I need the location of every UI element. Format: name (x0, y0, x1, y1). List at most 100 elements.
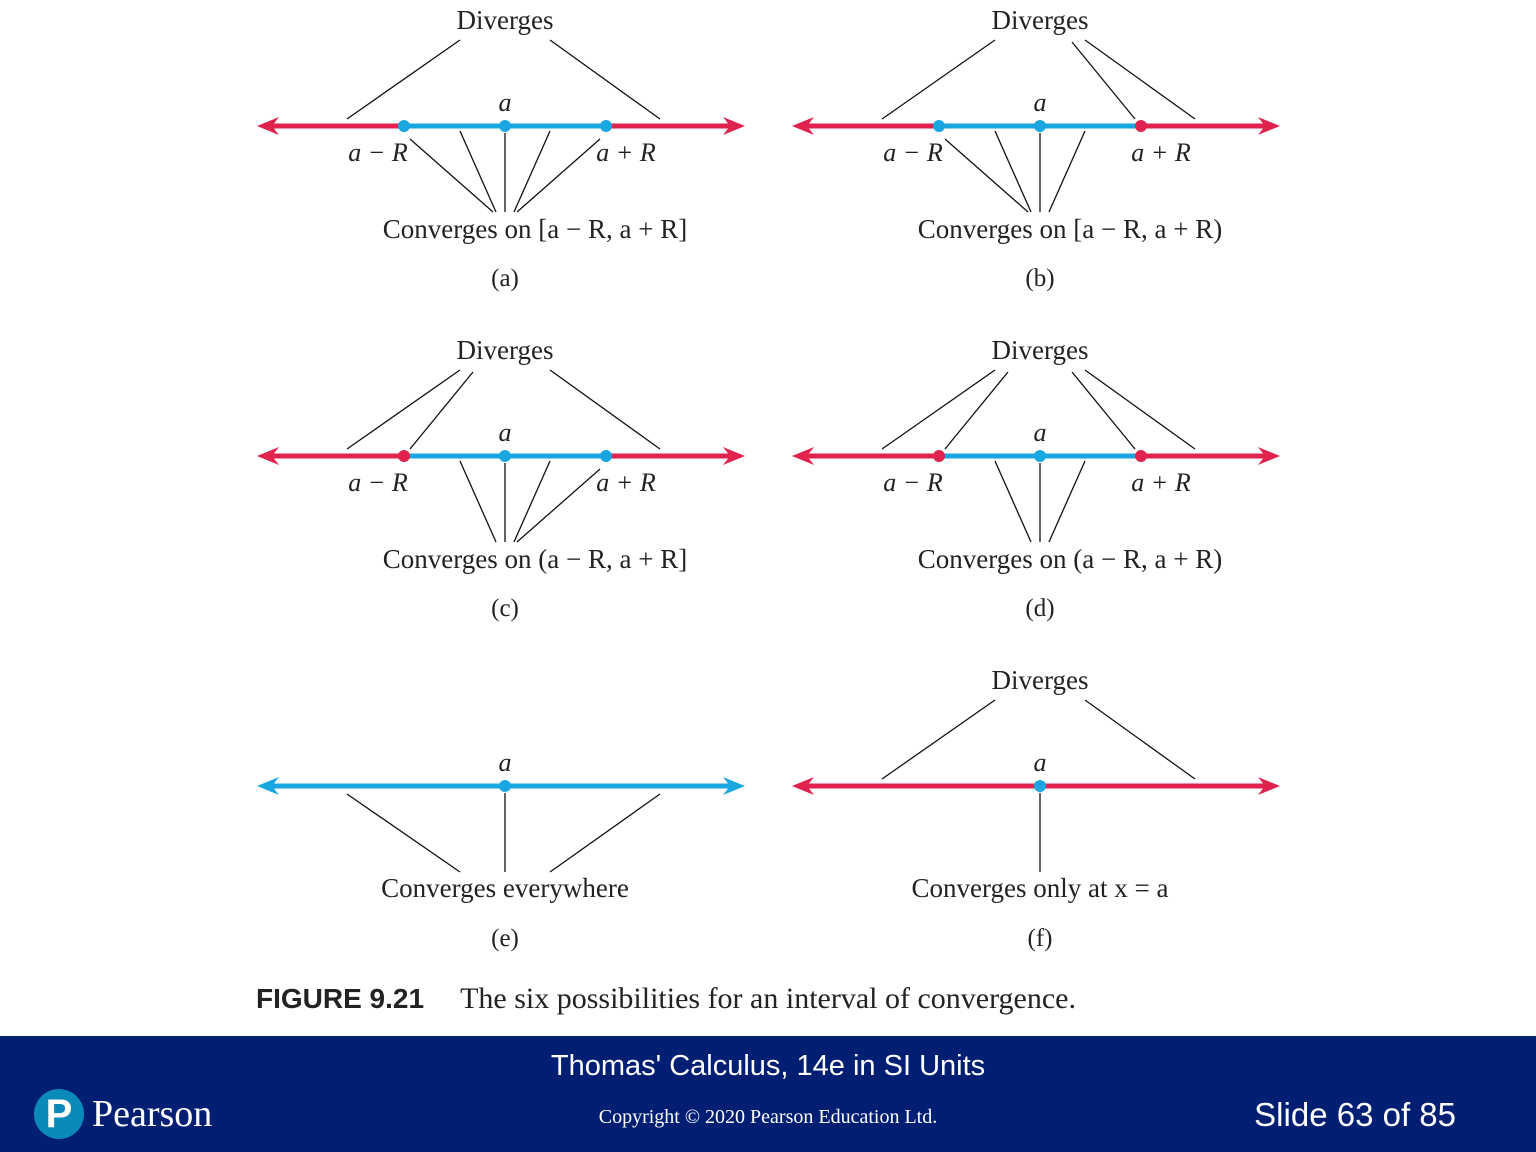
center-dot (1034, 450, 1046, 462)
arrow-left (257, 777, 279, 795)
panel-b: Diverges a a − R a + R Converges on [a − R, … (792, 5, 1280, 292)
leader-line (1084, 39, 1196, 120)
left-endpoint-label: a − R (348, 138, 408, 167)
diverges-label: Diverges (457, 335, 554, 365)
left-endpoint-label: a − R (348, 468, 408, 497)
left-endpoint-label: a − R (883, 138, 943, 167)
diverges-label: Diverges (992, 665, 1089, 695)
leader-line (1084, 369, 1196, 450)
pearson-logo: P Pearson (34, 1086, 212, 1142)
left-endpoint-dot (398, 450, 410, 462)
left-endpoint-dot (933, 120, 945, 132)
converges-label: Converges on [a − R, a + R] (383, 214, 687, 244)
center-label: a (1034, 418, 1047, 447)
arrow-right (723, 777, 745, 795)
figure-caption: FIGURE 9.21 The six possibilities for an… (256, 982, 1076, 1022)
panel-c: Diverges a a − R a + R Converges on (a − R, … (257, 335, 745, 622)
leader-line (1048, 130, 1086, 213)
leader-line (1071, 41, 1136, 120)
leader-line (881, 369, 996, 450)
leader-line (994, 460, 1032, 543)
converges-label: Converges everywhere (381, 873, 629, 903)
left-endpoint-label: a − R (883, 468, 943, 497)
arrow-right (723, 447, 745, 465)
center-dot (1034, 780, 1046, 792)
panel-caption: (c) (491, 595, 519, 622)
center-label: a (499, 418, 512, 447)
center-label: a (499, 88, 512, 117)
leader-line (1048, 460, 1086, 543)
book-title: Thomas' Calculus, 14e in SI Units (550, 1050, 986, 1082)
panel-a: Diverges a a − R a + R Converges on [a − R, … (257, 5, 745, 292)
diverges-label: Diverges (992, 335, 1089, 365)
arrow-right (723, 117, 745, 135)
leader-line (549, 39, 661, 120)
leader-line (346, 39, 461, 120)
panel-caption: (d) (1025, 595, 1054, 622)
copyright-notice: Copyright © 2020 Pearson Education Ltd. (598, 1106, 938, 1128)
arrow-right (1258, 777, 1280, 795)
leader-line (994, 130, 1032, 213)
leader-line (549, 369, 661, 450)
arrow-left (792, 777, 814, 795)
converges-label: Converges on (a − R, a + R) (918, 544, 1222, 574)
leader-line (409, 138, 494, 213)
leader-line (459, 460, 497, 543)
figure-caption-text: The six possibilities for an interval of… (460, 982, 1076, 1015)
center-dot (1034, 120, 1046, 132)
slide-number: Slide 63 of 85 (1254, 1096, 1456, 1133)
leader-line (881, 699, 996, 780)
converges-label: Converges on [a − R, a + R) (918, 214, 1222, 244)
converges-label: Converges on (a − R, a + R] (383, 544, 687, 574)
right-endpoint-dot (600, 120, 612, 132)
right-endpoint-label: a + R (596, 468, 656, 497)
leader-line (944, 138, 1029, 213)
leader-line (549, 793, 661, 873)
leader-line (409, 371, 474, 450)
center-dot (499, 120, 511, 132)
right-endpoint-label: a + R (596, 138, 656, 167)
center-dot (499, 780, 511, 792)
panel-caption: (f) (1028, 925, 1053, 952)
arrow-left (792, 117, 814, 135)
center-label: a (499, 748, 512, 777)
arrow-right (1258, 117, 1280, 135)
leader-line (513, 460, 551, 543)
figure-number: FIGURE 9.21 (256, 983, 425, 1014)
leader-line (516, 468, 601, 543)
leader-line (459, 130, 497, 213)
leader-line (1071, 371, 1136, 450)
panel-e: a Converges everywhere (e) (257, 748, 745, 952)
leader-line (881, 39, 996, 120)
panel-d: Diverges a a − R a + R Converges on (a − R, … (792, 335, 1280, 622)
arrow-left (257, 117, 279, 135)
left-endpoint-dot (933, 450, 945, 462)
right-endpoint-dot (600, 450, 612, 462)
diverges-label: Diverges (992, 5, 1089, 35)
right-endpoint-label: a + R (1131, 138, 1191, 167)
left-endpoint-dot (398, 120, 410, 132)
pearson-logo-icon: P (34, 1089, 84, 1139)
right-endpoint-dot (1135, 450, 1147, 462)
leader-line (346, 369, 461, 450)
diverges-label: Diverges (457, 5, 554, 35)
leader-line (513, 130, 551, 213)
right-endpoint-dot (1135, 120, 1147, 132)
leader-line (516, 138, 601, 213)
right-endpoint-label: a + R (1131, 468, 1191, 497)
leader-line (346, 793, 461, 873)
center-label: a (1034, 88, 1047, 117)
panel-caption: (b) (1025, 265, 1054, 292)
leader-line (944, 371, 1009, 450)
pearson-logo-text: Pearson (92, 1093, 213, 1135)
center-dot (499, 450, 511, 462)
slide-footer: P Pearson Thomas' Calculus, 14e in SI Un… (0, 1036, 1536, 1152)
panel-caption: (a) (491, 265, 519, 292)
convergence-figure: Diverges a a − R a + R Converges on [a − R, … (257, 5, 1280, 952)
arrow-left (792, 447, 814, 465)
panel-caption: (e) (491, 925, 519, 952)
panel-f: Diverges a Converges only at x = a (f) (792, 665, 1280, 952)
converges-label: Converges only at x = a (912, 873, 1169, 903)
center-label: a (1034, 748, 1047, 777)
pearson-logo-letter: P (45, 1092, 73, 1136)
